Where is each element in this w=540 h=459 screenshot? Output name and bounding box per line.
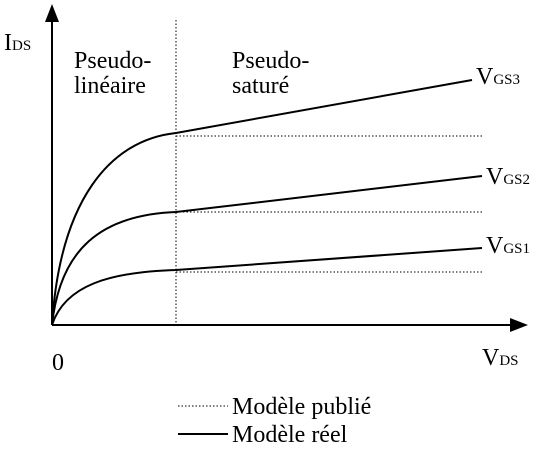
- region-label: linéaire: [74, 73, 146, 99]
- curve-vgs1: [51, 247, 483, 326]
- y-sub: DS: [12, 38, 31, 54]
- region-label: Pseudo-: [232, 48, 309, 74]
- curve-label: VGS2: [486, 164, 530, 190]
- curve-label: VGS1: [486, 233, 530, 259]
- curve-vgs3: [51, 79, 473, 326]
- curve-sub: GS1: [503, 241, 530, 257]
- origin: 0: [52, 350, 64, 376]
- legend-label: Modèle réel: [232, 422, 348, 448]
- curve-main: V: [486, 164, 504, 190]
- curve-main: V: [476, 64, 494, 90]
- curve-sub: GS2: [503, 172, 530, 188]
- curve-main: V: [486, 233, 504, 259]
- x-sub: DS: [499, 353, 518, 369]
- x-main: V: [482, 345, 500, 371]
- x-arrow: [510, 318, 528, 332]
- curve-sub: GS3: [493, 72, 520, 88]
- curve-vgs2: [51, 175, 483, 326]
- y-main: I: [4, 30, 12, 56]
- y-axis-label: IDS: [4, 30, 31, 56]
- region-label: saturé: [232, 73, 289, 99]
- region-label: Pseudo-: [74, 48, 151, 74]
- legend-label: Modèle publié: [232, 394, 371, 420]
- x-axis-label: VDS: [482, 345, 519, 371]
- y-arrow: [45, 4, 59, 22]
- curve-label: VGS3: [476, 64, 520, 90]
